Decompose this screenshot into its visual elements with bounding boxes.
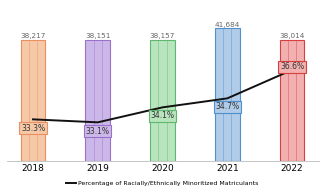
Text: 38,157: 38,157 [150, 33, 175, 39]
Text: 33.1%: 33.1% [86, 127, 110, 136]
Text: 41,684: 41,684 [214, 22, 240, 27]
Text: 36.6%: 36.6% [280, 62, 304, 71]
Text: 38,014: 38,014 [279, 33, 305, 39]
Bar [21, 40, 45, 161]
Text: 38,217: 38,217 [20, 33, 46, 39]
Legend: Percentage of Racially/Ethnically Minoritized Matriculants: Percentage of Racially/Ethnically Minori… [64, 179, 261, 189]
Text: 33.3%: 33.3% [21, 124, 45, 133]
Bar [215, 28, 240, 161]
Text: 34.1%: 34.1% [150, 111, 175, 120]
Text: 38,151: 38,151 [85, 33, 111, 39]
Bar [150, 40, 175, 161]
Bar [280, 40, 304, 161]
Bar [85, 40, 110, 161]
Text: 34.7%: 34.7% [215, 102, 239, 111]
